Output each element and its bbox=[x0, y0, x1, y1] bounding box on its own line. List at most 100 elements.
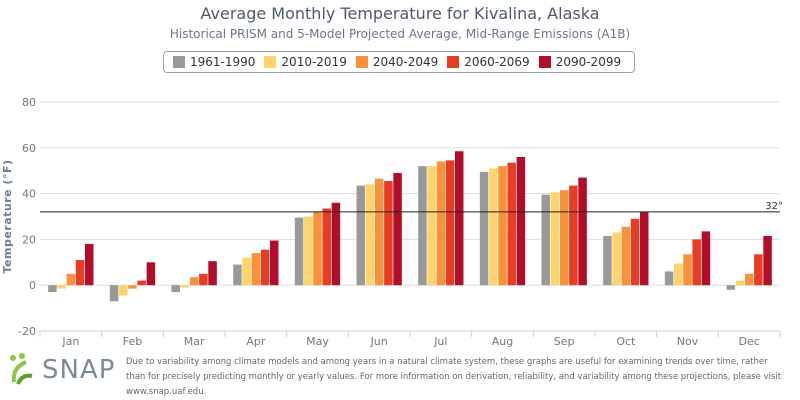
footer-disclaimer: Due to variability among climate models … bbox=[126, 357, 782, 397]
legend-label: 1961-1990 bbox=[190, 55, 256, 69]
x-tick-label: Feb bbox=[123, 335, 142, 348]
bar-2090-2099-Jan bbox=[84, 243, 94, 286]
bar-2090-2099-Aug bbox=[516, 156, 526, 286]
bar-1961-1990-Jun bbox=[356, 185, 366, 286]
bar-2010-2019-Jul bbox=[427, 166, 436, 286]
bar-2040-2049-Aug bbox=[498, 166, 507, 286]
x-tick-label: Dec bbox=[739, 335, 760, 348]
bar-1961-1990-May bbox=[294, 217, 304, 286]
y-axis-label: Temperature (°F) bbox=[1, 159, 14, 273]
bar-2040-2049-Sep bbox=[559, 190, 569, 286]
legend-item-2060-2069[interactable]: 2060-2069 bbox=[447, 55, 530, 69]
legend-swatch bbox=[447, 56, 460, 68]
bar-2090-2099-Nov bbox=[701, 231, 711, 286]
legend-item-2090-2099[interactable]: 2090-2099 bbox=[538, 55, 622, 69]
legend-item-2040-2049[interactable]: 2040-2049 bbox=[355, 55, 439, 69]
legend-swatch bbox=[538, 56, 551, 68]
bar-1961-1990-Apr bbox=[233, 264, 242, 286]
chart-legend: 1961-1990 2010-2019 2040-2049 2060-2069 … bbox=[163, 51, 635, 73]
bar-1961-1990-Jan bbox=[48, 285, 57, 293]
bar-2040-2049-Oct bbox=[621, 226, 631, 286]
bar-2010-2019-Jun bbox=[365, 184, 375, 286]
bar-2040-2049-Mar bbox=[189, 277, 199, 286]
reference-line-label: 32° bbox=[765, 201, 783, 212]
snap-logo-text: SNAP bbox=[42, 355, 116, 385]
bar-1961-1990-Jul bbox=[418, 166, 427, 286]
bar-1961-1990-Mar bbox=[171, 285, 181, 293]
bar-2060-2069-Aug bbox=[507, 162, 516, 286]
bar-1961-1990-Aug bbox=[479, 171, 489, 286]
bar-2040-2049-Jan bbox=[66, 273, 76, 286]
legend-swatch bbox=[264, 56, 277, 68]
bar-2040-2049-Nov bbox=[683, 254, 692, 286]
snap-leaf-icon bbox=[10, 353, 33, 385]
bar-2010-2019-Oct bbox=[612, 232, 621, 286]
y-tick-label: 40 bbox=[22, 188, 36, 201]
legend-label: 2010-2019 bbox=[281, 55, 347, 69]
bar-2090-2099-Mar bbox=[208, 261, 217, 286]
chart-subtitle: Historical PRISM and 5-Model Projected A… bbox=[169, 27, 631, 41]
legend-item-2010-2019[interactable]: 2010-2019 bbox=[264, 55, 347, 69]
bar-2060-2069-Sep bbox=[569, 185, 578, 286]
x-tick-label: Jul bbox=[433, 335, 447, 348]
snap-logo: SNAP bbox=[8, 352, 115, 388]
chart-title: Average Monthly Temperature for Kivalina… bbox=[200, 4, 600, 23]
bar-2090-2099-Feb bbox=[146, 262, 156, 286]
y-tick-label: 80 bbox=[22, 96, 36, 109]
x-tick-label: Sep bbox=[554, 335, 575, 348]
bar-2040-2049-Jul bbox=[436, 161, 446, 286]
x-tick-label: Jun bbox=[370, 335, 388, 348]
bar-2040-2049-May bbox=[313, 211, 322, 286]
x-tick-label: May bbox=[306, 335, 329, 348]
bar-2060-2069-Jun bbox=[384, 181, 393, 286]
bar-1961-1990-Dec bbox=[726, 285, 736, 290]
x-tick-label: Jan bbox=[61, 335, 79, 348]
bar-2090-2099-Dec bbox=[763, 235, 772, 286]
bar-2010-2019-Aug bbox=[489, 168, 498, 286]
bar-2010-2019-Jan bbox=[57, 285, 66, 289]
legend-label: 2090-2099 bbox=[555, 55, 622, 69]
legend-swatch bbox=[355, 56, 368, 68]
bar-2060-2069-Dec bbox=[754, 254, 763, 286]
legend-label: 2040-2049 bbox=[372, 55, 439, 69]
bar-2060-2069-Mar bbox=[199, 273, 208, 286]
bar-1961-1990-Nov bbox=[664, 271, 674, 286]
bar-2060-2069-Feb bbox=[137, 280, 146, 286]
bar-2060-2069-Jan bbox=[75, 260, 85, 286]
bar-1961-1990-Oct bbox=[603, 235, 612, 286]
bar-2090-2099-Sep bbox=[578, 177, 587, 286]
bar-2010-2019-Nov bbox=[674, 263, 683, 286]
bar-2040-2049-Jun bbox=[374, 178, 384, 286]
bar-2040-2049-Feb bbox=[128, 285, 137, 289]
bar-2010-2019-Sep bbox=[550, 192, 560, 286]
x-tick-label: Oct bbox=[616, 335, 636, 348]
x-tick-label: Aug bbox=[492, 335, 513, 348]
y-tick-label: -20 bbox=[18, 325, 36, 338]
y-tick-label: 20 bbox=[22, 233, 36, 246]
x-tick-label: Mar bbox=[184, 335, 205, 348]
bar-1961-1990-Sep bbox=[541, 194, 551, 286]
legend-item-1961-1990[interactable]: 1961-1990 bbox=[173, 55, 255, 69]
y-tick-label: 60 bbox=[22, 142, 36, 155]
bar-2060-2069-Apr bbox=[260, 249, 270, 286]
bar-2040-2049-Dec bbox=[744, 273, 754, 286]
bar-2090-2099-Jun bbox=[393, 172, 402, 286]
bar-2060-2069-Oct bbox=[630, 218, 640, 286]
bar-2010-2019-Mar bbox=[180, 285, 190, 288]
bar-2060-2069-Nov bbox=[692, 239, 701, 286]
y-tick-label: 0 bbox=[29, 279, 36, 292]
bar-2060-2069-May bbox=[322, 208, 331, 286]
bar-2090-2099-Apr bbox=[269, 240, 279, 286]
bar-2010-2019-Apr bbox=[242, 257, 251, 286]
bar-2010-2019-Dec bbox=[735, 280, 745, 286]
bar-2060-2069-Jul bbox=[445, 160, 455, 286]
legend-label: 2060-2069 bbox=[464, 55, 530, 69]
bar-2090-2099-Oct bbox=[639, 211, 649, 286]
x-tick-label: Apr bbox=[246, 335, 266, 348]
x-tick-label: Nov bbox=[677, 335, 699, 348]
bar-2010-2019-Feb bbox=[119, 285, 128, 296]
bar-1961-1990-Feb bbox=[109, 285, 119, 302]
bar-2010-2019-May bbox=[304, 216, 313, 286]
bar-2090-2099-Jul bbox=[454, 151, 464, 286]
